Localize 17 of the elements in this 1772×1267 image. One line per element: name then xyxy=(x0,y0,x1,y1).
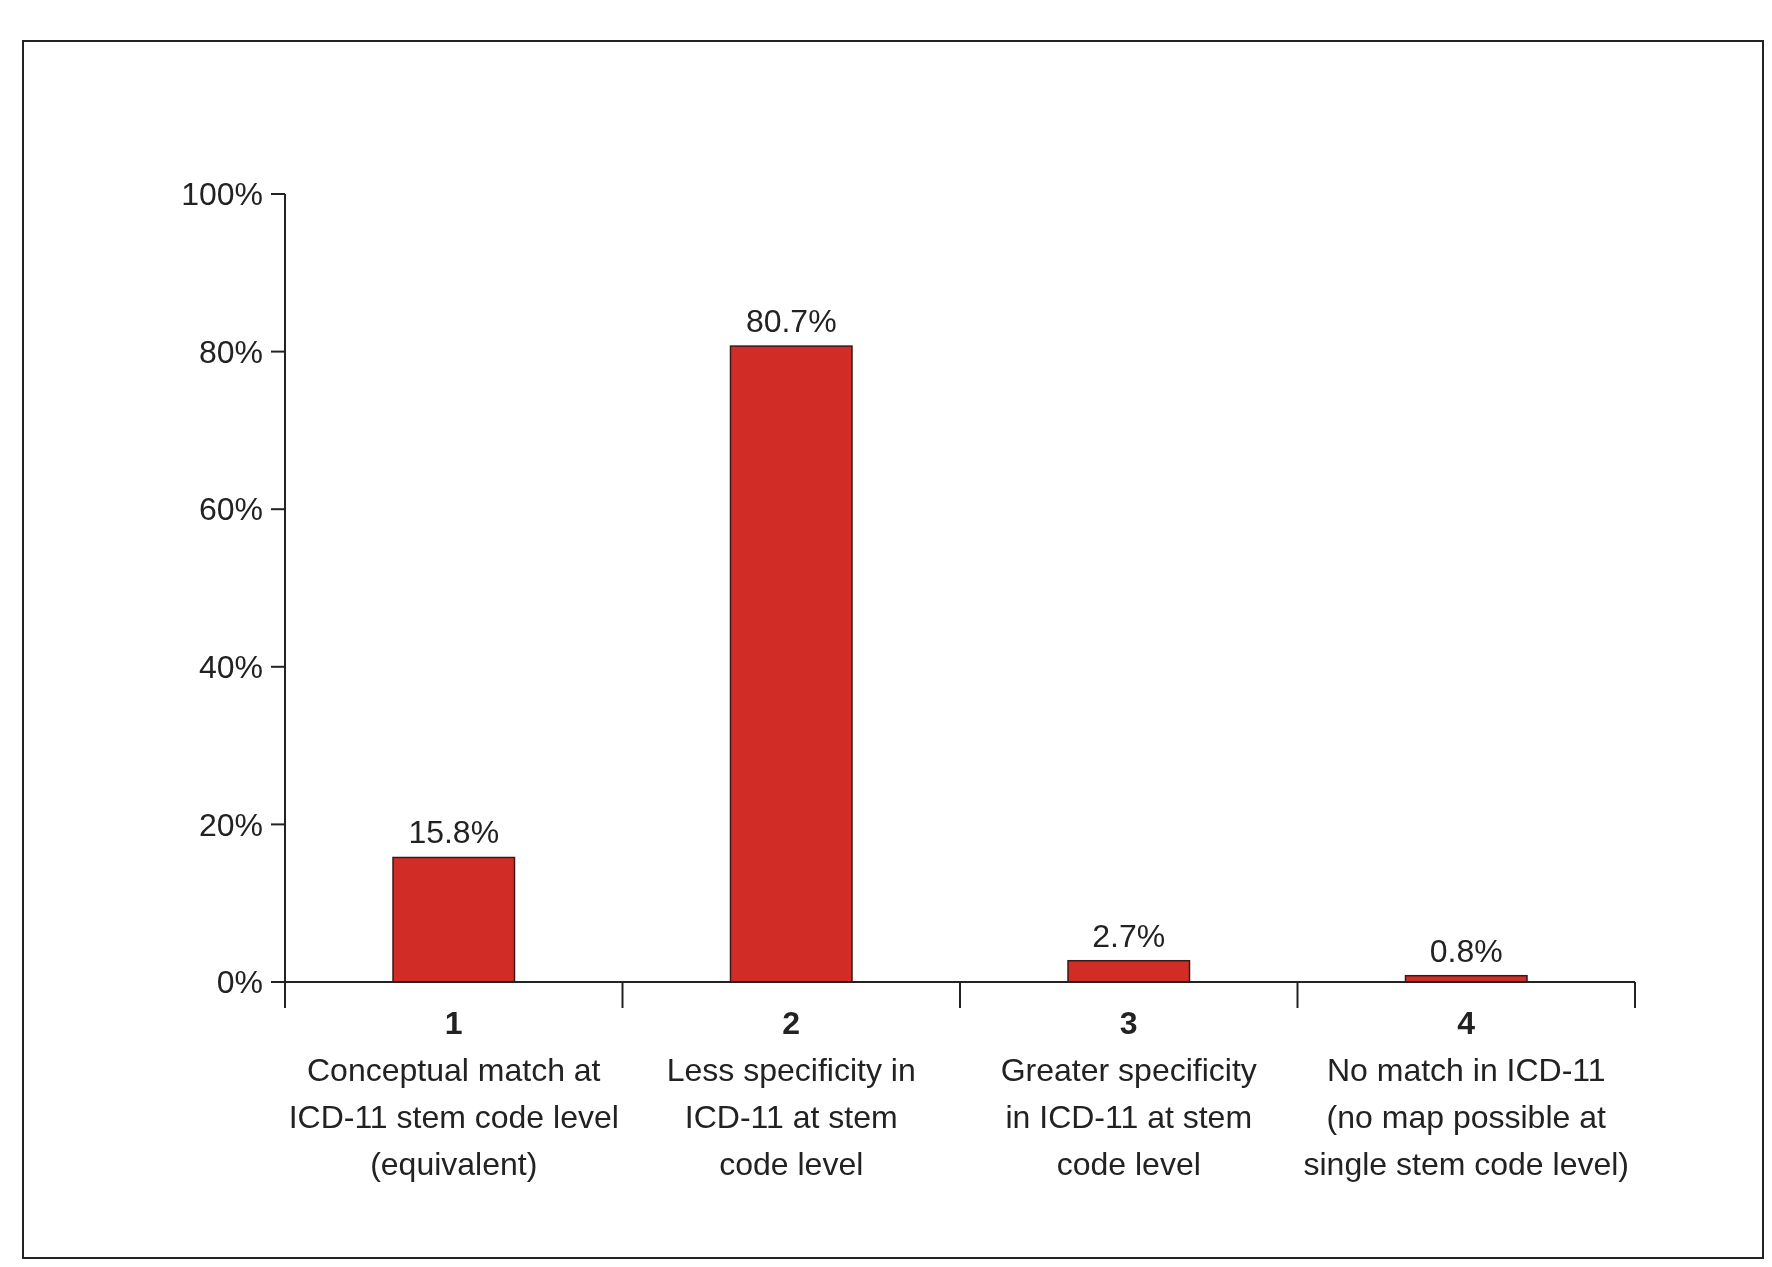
data-label: 0.8% xyxy=(1429,932,1503,969)
y-tick-label: 40% xyxy=(198,649,263,685)
y-tick-label: 0% xyxy=(216,964,263,1001)
data-label: 2.7% xyxy=(1092,917,1166,954)
y-tick-label: 20% xyxy=(198,806,263,843)
bar xyxy=(392,856,516,983)
x-tick-label: 2 Less specificity in ICD-11 at stem code level xyxy=(666,1005,916,1182)
y-tick-label: 100% xyxy=(181,176,263,213)
data-label: 80.7% xyxy=(745,303,837,340)
y-tick-label: 80% xyxy=(198,333,263,370)
bar xyxy=(729,345,853,983)
bar xyxy=(1067,959,1191,983)
x-tick-label: 4 No match in ICD-11 (no map possible at single stem code level) xyxy=(1303,1005,1629,1182)
y-tick-label: 60% xyxy=(198,491,263,528)
data-label: 15.8% xyxy=(408,814,500,851)
x-tick-label: 1 Conceptual match at ICD-11 stem code level (equivalent) xyxy=(288,1005,619,1182)
x-tick-label: 3 Greater specificity in ICD-11 at stem code level xyxy=(1000,1005,1257,1182)
